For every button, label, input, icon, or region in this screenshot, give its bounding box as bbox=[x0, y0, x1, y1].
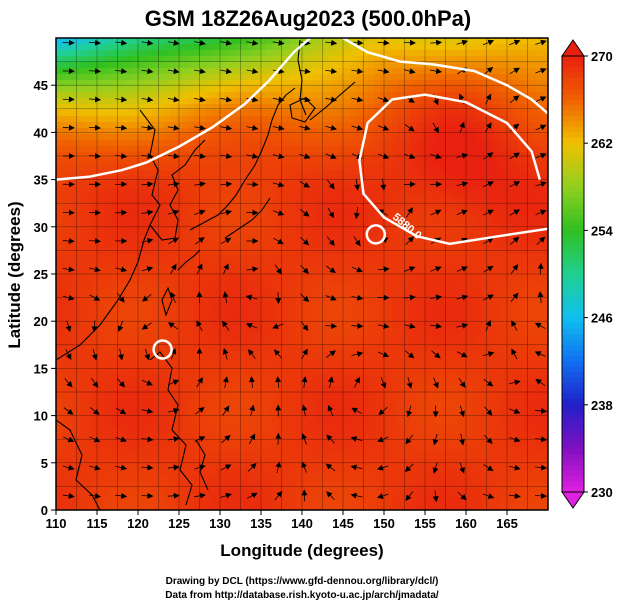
colorbar-max-arrow bbox=[561, 39, 585, 57]
high-circle bbox=[152, 339, 173, 360]
x-tick-label: 125 bbox=[168, 516, 190, 531]
grid-lines bbox=[56, 38, 548, 510]
colorbar-tick-label: 262 bbox=[591, 136, 613, 151]
wind-streamlines bbox=[62, 39, 548, 503]
x-axis-label: Longitude (degrees) bbox=[220, 541, 383, 560]
credit-line-1: Drawing by DCL (https://www.gfd-dennou.o… bbox=[166, 576, 439, 587]
map-title: GSM 18Z26Aug2023 (500.0hPa) bbox=[145, 6, 471, 31]
colorbar-tick-label: 238 bbox=[591, 398, 613, 413]
coastlines bbox=[56, 39, 356, 510]
x-tick-label: 160 bbox=[455, 516, 477, 531]
y-axis-ticks: 0 5 10 15 20 25 30 35 40 45 bbox=[34, 78, 56, 518]
y-tick-label: 15 bbox=[34, 361, 48, 376]
credit-line-2: Data from http://database.rish.kyoto-u.a… bbox=[165, 590, 439, 601]
y-tick-label: 40 bbox=[34, 125, 48, 140]
y-tick-label: 45 bbox=[34, 78, 48, 93]
x-tick-label: 145 bbox=[332, 516, 354, 531]
x-tick-label: 115 bbox=[87, 516, 108, 531]
colorbar-tick-label: 254 bbox=[591, 223, 613, 238]
x-tick-label: 155 bbox=[414, 516, 436, 531]
high-circle bbox=[365, 224, 387, 245]
x-tick-label: 120 bbox=[127, 516, 149, 531]
y-tick-label: 10 bbox=[34, 409, 48, 424]
contour-5880 bbox=[56, 38, 548, 360]
x-axis-ticks: 110 115 120 125 130 135 140 145 150 155 160 165 bbox=[46, 510, 518, 531]
x-tick-label: 140 bbox=[291, 516, 313, 531]
y-tick-label: 25 bbox=[34, 267, 48, 282]
y-axis-label: Latitude (degrees) bbox=[5, 201, 24, 348]
x-tick-label: 135 bbox=[250, 516, 272, 531]
x-tick-label: 165 bbox=[496, 516, 518, 531]
y-tick-label: 5 bbox=[41, 456, 48, 471]
plot-area bbox=[56, 38, 548, 510]
colorbar-min-arrow bbox=[561, 491, 585, 509]
y-tick-label: 35 bbox=[34, 173, 48, 188]
x-tick-label: 110 bbox=[46, 516, 67, 531]
x-tick-label: 130 bbox=[209, 516, 231, 531]
y-tick-label: 0 bbox=[41, 503, 48, 518]
x-tick-label: 150 bbox=[373, 516, 395, 531]
colorbar-tick-label: 230 bbox=[591, 485, 613, 500]
colorbar-tick-label: 270 bbox=[591, 49, 613, 64]
y-tick-label: 20 bbox=[34, 314, 48, 329]
colorbar: 270 262 254 246 238 230 bbox=[561, 39, 613, 509]
colorbar-tick-label: 246 bbox=[591, 311, 613, 326]
y-tick-label: 30 bbox=[34, 220, 48, 235]
